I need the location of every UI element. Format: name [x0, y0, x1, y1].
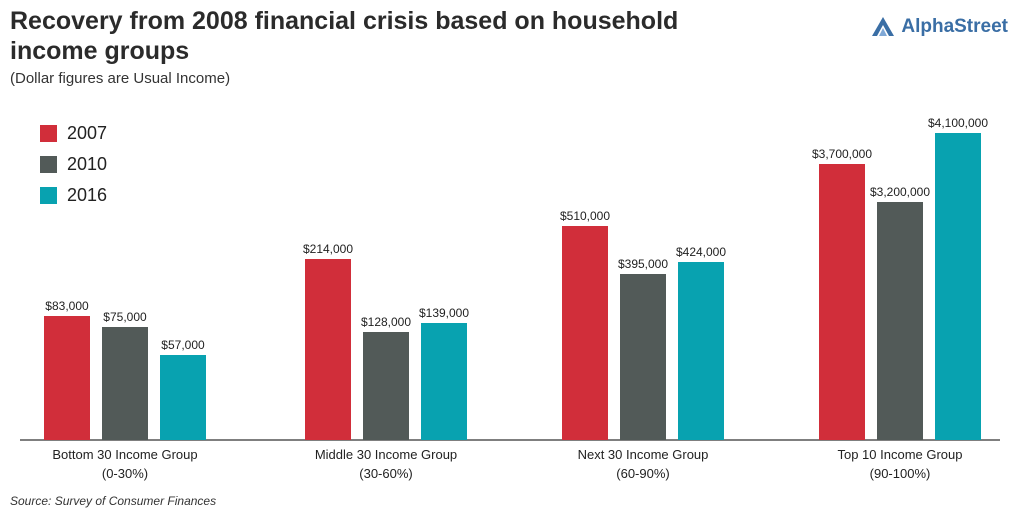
bar-2016-group-1 [160, 355, 206, 440]
bar-value-label: $510,000 [560, 209, 610, 223]
source-note: Source: Survey of Consumer Finances [10, 494, 217, 508]
bar-value-label: $128,000 [361, 315, 411, 329]
x-tick-label: Top 10 Income Group [837, 447, 962, 462]
chart-title: Recovery from 2008 financial crisis base… [10, 7, 679, 65]
bar-value-label: $57,000 [161, 338, 205, 352]
legend-label: 2007 [67, 123, 108, 143]
legend-label: 2010 [67, 154, 108, 174]
legend-item-2016: 2016 [40, 180, 107, 211]
x-tick-label: Middle 30 Income Group [315, 447, 457, 462]
legend-item-2010: 2010 [40, 149, 107, 180]
bar-2010-group-2 [363, 332, 409, 440]
legend-swatch [40, 156, 57, 173]
alphastreet-logo-icon [872, 17, 895, 36]
bar-2007-group-2 [305, 259, 351, 440]
x-tick-label: (30-60%) [359, 466, 412, 481]
x-tick-label: Bottom 30 Income Group [52, 447, 197, 462]
bar-2010-group-1 [102, 327, 148, 440]
bar-2016-group-2 [421, 323, 467, 440]
legend-swatch [40, 125, 57, 142]
brand-logo: AlphaStreet [871, 16, 1008, 38]
bar-2016-group-3 [678, 262, 724, 440]
x-tick-label: (90-100%) [870, 466, 931, 481]
bar-2010-group-3 [620, 274, 666, 440]
x-tick-label: Next 30 Income Group [578, 447, 709, 462]
bar-2007-group-1 [44, 316, 90, 440]
legend-item-2007: 2007 [40, 118, 107, 149]
legend-label: 2016 [67, 185, 108, 205]
bar-value-label: $83,000 [45, 299, 89, 313]
bar-value-label: $424,000 [676, 245, 726, 259]
x-tick-label: (0-30%) [102, 466, 148, 481]
bar-value-label: $139,000 [419, 306, 469, 320]
bar-value-label: $214,000 [303, 242, 353, 256]
bar-2007-group-3 [562, 226, 608, 440]
bar-value-label: $4,100,000 [928, 116, 988, 130]
bar-value-label: $75,000 [103, 310, 147, 324]
bar-value-label: $3,700,000 [812, 147, 872, 161]
chart-legend: 2007 2010 2016 [40, 118, 107, 211]
bar-2016-group-4 [935, 133, 981, 440]
brand-name: AlphaStreet [901, 16, 1008, 37]
bar-2007-group-4 [819, 164, 865, 440]
bar-value-label: $395,000 [618, 257, 668, 271]
x-tick-label: (60-90%) [616, 466, 669, 481]
bar-2010-group-4 [877, 202, 923, 440]
chart-subtitle: (Dollar figures are Usual Income) [10, 70, 231, 87]
legend-swatch [40, 187, 57, 204]
bar-value-label: $3,200,000 [870, 185, 930, 199]
